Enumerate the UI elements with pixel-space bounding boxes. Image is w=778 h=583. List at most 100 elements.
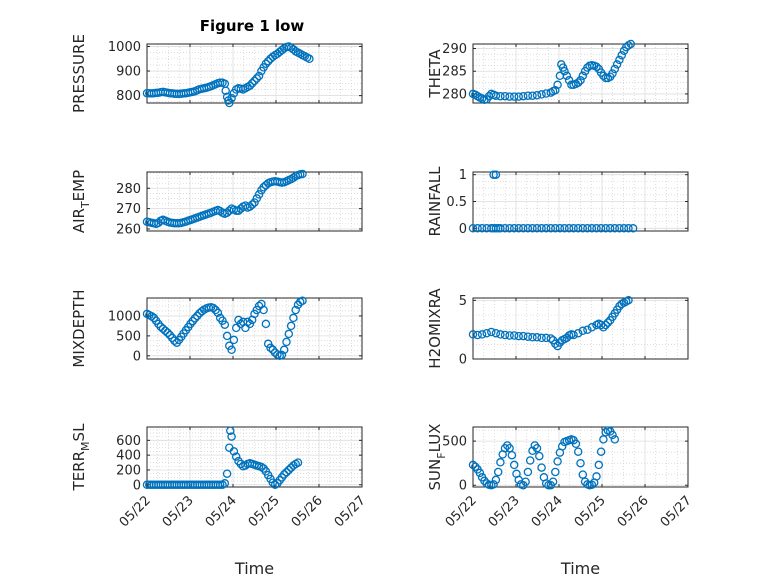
y-tick-label: 270	[116, 202, 141, 217]
data-point	[514, 224, 523, 233]
axes-frame	[146, 171, 363, 232]
data-point	[571, 439, 581, 449]
data-point	[557, 442, 567, 451]
data-point	[284, 329, 294, 339]
data-point	[624, 296, 633, 305]
data-point	[473, 330, 482, 340]
data-point	[221, 86, 230, 95]
data-point	[519, 331, 528, 341]
data-point	[500, 224, 510, 233]
y-tick-label: 500	[442, 435, 467, 450]
air_temp-axes: 260 270 280 AIRTEMP	[70, 169, 363, 237]
y-tick-label: 800	[116, 89, 141, 104]
y-tick-label: 1	[459, 168, 467, 183]
y-tick-label: 1000	[108, 40, 141, 55]
y-tick-label: 200	[116, 463, 141, 478]
data-point	[521, 477, 530, 486]
data-point	[610, 224, 620, 233]
y-tick-label: 5	[459, 294, 467, 309]
x-tick-label: 05/22	[117, 493, 154, 530]
y-tick-label: 280	[442, 87, 467, 102]
data-point	[576, 76, 585, 85]
data-point	[509, 331, 519, 340]
data-point	[231, 452, 241, 461]
data-point	[624, 224, 633, 233]
data-point	[229, 335, 239, 345]
data-point	[493, 467, 503, 477]
data-point	[532, 443, 542, 453]
data-point	[564, 76, 574, 85]
data-point	[254, 71, 264, 81]
y-tick-label: 0	[459, 222, 467, 237]
y-tick-label: 900	[116, 65, 141, 80]
data-point	[289, 173, 298, 182]
data-point	[261, 319, 271, 329]
data-point	[215, 480, 225, 490]
data-point	[523, 467, 533, 477]
data-point	[491, 91, 501, 100]
data-point	[560, 66, 569, 76]
data-point	[528, 333, 537, 342]
data-point	[505, 331, 514, 340]
data-point	[190, 314, 200, 323]
data-point	[227, 345, 236, 355]
data-point	[509, 460, 519, 470]
y-tick-label: 260	[116, 222, 141, 237]
data-point	[541, 224, 551, 233]
data-point	[468, 460, 478, 470]
data-point	[243, 317, 252, 327]
y-axis-label: TERRMSL	[70, 423, 92, 492]
axes-frame	[472, 43, 689, 104]
data-point	[601, 320, 610, 330]
data-point	[592, 472, 601, 481]
pressure-axes: 800 900 1000 PRESSURE	[70, 34, 363, 113]
data-point	[535, 451, 544, 461]
data-point	[608, 69, 617, 78]
x-axis-label: Time	[234, 559, 274, 578]
x-tick-label: 05/23	[486, 493, 523, 530]
data-point	[523, 91, 533, 100]
data-point	[250, 198, 259, 207]
data-point	[277, 350, 287, 360]
data-point	[193, 311, 202, 321]
sun_flux-axes: 0 500 05/22 05/23 05/24 05/25 05/26 05/27 Time SU…	[426, 424, 695, 578]
data-point	[605, 224, 615, 233]
data-point	[615, 55, 624, 65]
data-point	[610, 64, 620, 74]
data-point	[514, 331, 523, 341]
data-point	[528, 224, 537, 233]
data-point	[528, 91, 537, 100]
data-point	[270, 480, 280, 490]
data-point	[482, 328, 491, 338]
x-tick-label: 05/24	[529, 493, 566, 530]
data-point	[573, 328, 583, 338]
data-point	[548, 477, 558, 486]
data-point	[562, 71, 572, 81]
y-tick-label: 0	[459, 353, 467, 368]
data-point	[473, 224, 482, 233]
data-point	[229, 447, 239, 456]
data-point	[220, 320, 230, 329]
data-point	[592, 62, 601, 71]
data-point	[578, 224, 588, 233]
data-point	[500, 330, 510, 340]
rainfall-axes: 0 0.5 1 RAINFALL	[426, 166, 689, 237]
data-point	[530, 441, 540, 450]
y-tick-label: 400	[116, 449, 141, 464]
data-point	[491, 328, 501, 338]
data-point	[523, 332, 533, 341]
axes-frame	[472, 426, 689, 488]
data-point	[254, 190, 264, 199]
data-point	[514, 92, 523, 101]
data-point	[477, 224, 487, 233]
data-point	[537, 463, 546, 472]
data-point	[608, 430, 617, 440]
y-tick-label: 1000	[108, 309, 141, 324]
data-point	[298, 169, 307, 179]
data-point	[245, 81, 255, 91]
data-point	[564, 224, 574, 233]
y-tick-label: 600	[116, 434, 141, 449]
y-tick-label: 285	[442, 65, 467, 80]
data-point	[578, 71, 588, 81]
